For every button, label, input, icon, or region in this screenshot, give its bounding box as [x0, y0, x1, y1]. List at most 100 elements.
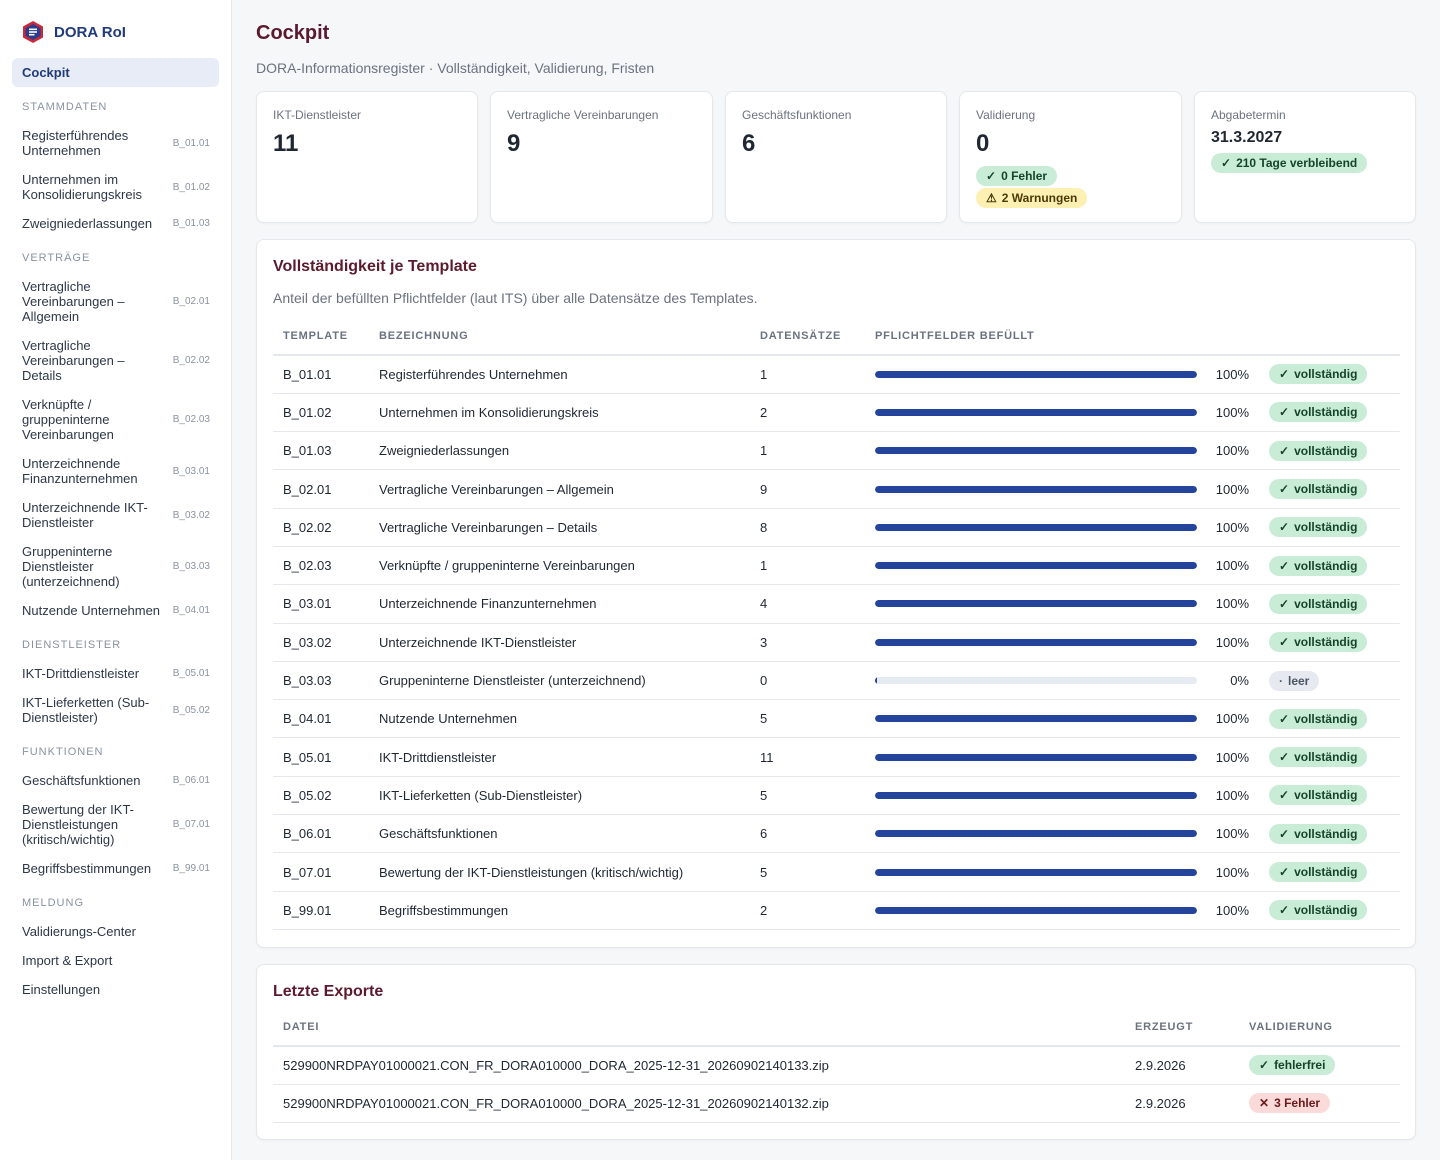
record-count: 9: [750, 469, 865, 509]
column-header-status: [1259, 318, 1400, 356]
errors-badge: ✓ 0 Fehler: [976, 166, 1058, 186]
table-row[interactable]: B_06.01 Geschäftsfunktionen 6 100% ✓ vollstän…: [273, 814, 1400, 854]
table-row[interactable]: B_01.02 Unternehmen im Konsolidierungskre…: [273, 393, 1400, 433]
sidebar-item-label: Einstellungen: [22, 982, 101, 997]
table-row[interactable]: B_02.03 Verknüpfte / gruppeninterne Verei…: [273, 546, 1400, 586]
sidebar-item-b0301[interactable]: Unterzeichnende Finanzunternehmen B_03.0…: [22, 456, 210, 486]
template-code: B_01.02: [273, 393, 369, 433]
sidebar-item-b0302[interactable]: Unterzeichnende IKT-Dienstleister B_03.0…: [22, 500, 210, 530]
export-file-name[interactable]: 529900NRDPAY01000021.CON_FR_DORA010000_D…: [273, 1046, 1125, 1085]
brand[interactable]: DORA RoI: [22, 20, 126, 44]
status-label: vollständig: [1294, 635, 1358, 650]
stat-card-validierung: Validierung 0 ✓ 0 Fehler ⚠ 2 Warnungen: [959, 91, 1182, 223]
status-label: vollständig: [1294, 520, 1358, 535]
progress-percent: 100%: [1215, 404, 1249, 420]
status-cell: ✓ vollständig: [1259, 623, 1400, 662]
sidebar-item-label: Gruppeninterne Dienstleister (unterzeich…: [22, 544, 120, 589]
sidebar-item-label: Validierungs-Center: [22, 924, 136, 939]
sidebar-item-b0501[interactable]: IKT-Drittdienstleister B_05.01: [22, 666, 210, 681]
completeness-title: Vollständigkeit je Template: [273, 258, 477, 275]
table-row[interactable]: B_01.01 Registerführendes Unternehmen 1 100…: [273, 355, 1400, 394]
sidebar-item-einstellungen[interactable]: Einstellungen: [22, 982, 210, 997]
table-row[interactable]: B_04.01 Nutzende Unternehmen 5 100% ✓ vollstä…: [273, 699, 1400, 739]
sidebar-item-b0102[interactable]: Unternehmen im Konsolidierungskreis B_01…: [22, 172, 210, 202]
sidebar-item-label: Unternehmen im Konsolidierungskreis: [22, 172, 142, 202]
sidebar: DORA RoI Cockpit STAMMDATEN Registerführ…: [0, 0, 232, 1160]
status-label: vollständig: [1294, 482, 1358, 497]
sidebar-item-b0502[interactable]: IKT-Lieferketten (Sub-Dienstleister) B_0…: [22, 695, 210, 725]
progress-bar: [875, 830, 1197, 838]
status-cell: ✓ vollständig: [1259, 891, 1400, 930]
export-file-name[interactable]: 529900NRDPAY01000021.CON_FR_DORA010000_D…: [273, 1084, 1125, 1124]
table-row[interactable]: B_03.01 Unterzeichnende Finanzunternehmen…: [273, 584, 1400, 624]
sidebar-section-title: DIENSTLEISTER: [22, 639, 122, 651]
status-label: vollständig: [1294, 596, 1358, 611]
status-badge: ✓ vollständig: [1269, 593, 1368, 614]
template-name: Unternehmen im Konsolidierungskreis: [369, 393, 750, 433]
check-icon: ✓: [986, 169, 997, 183]
progress-bar-fill: [875, 715, 1197, 723]
stat-card-funktionen: Geschäftsfunktionen 6: [725, 91, 947, 223]
progress-bar-fill: [875, 408, 1197, 416]
fill-progress: 100%: [865, 891, 1259, 930]
sidebar-item-b0203[interactable]: Verknüpfte / gruppeninterne Vereinbarung…: [22, 397, 210, 442]
sidebar-item-code: B_02.01: [172, 296, 210, 307]
template-name: Verknüpfte / gruppeninterne Vereinbarung…: [369, 546, 750, 586]
status-cell: ✓ vollständig: [1259, 584, 1400, 624]
sidebar-item-label: Import & Export: [22, 953, 113, 968]
template-code: B_04.01: [273, 699, 369, 739]
sidebar-item-b0401[interactable]: Nutzende Unternehmen B_04.01: [22, 603, 210, 618]
sidebar-item-validierungs-center[interactable]: Validierungs-Center: [22, 924, 210, 939]
table-row[interactable]: B_02.01 Vertragliche Vereinbarungen – All…: [273, 469, 1400, 509]
table-row[interactable]: B_01.03 Zweigniederlassungen 1 100% ✓ vollstä…: [273, 431, 1400, 471]
sidebar-item-b0201[interactable]: Vertragliche Vereinbarungen – Allgemein …: [22, 279, 210, 324]
template-code: B_07.01: [273, 852, 369, 892]
fill-progress: 100%: [865, 469, 1259, 509]
progress-bar-fill: [875, 523, 1197, 531]
sidebar-item-code: B_01.02: [172, 181, 210, 193]
completeness-table: TEMPLATE BEZEICHNUNG DATENSÄTZE PFLICHTF…: [273, 318, 1400, 930]
progress-bar: [875, 638, 1197, 646]
record-count: 8: [750, 508, 865, 547]
status-cell: ✓ vollständig: [1259, 814, 1400, 854]
progress-bar: [875, 370, 1197, 378]
table-row[interactable]: B_03.03 Gruppeninterne Dienstleister (unt…: [273, 661, 1400, 701]
sidebar-item-b0103[interactable]: Zweigniederlassungen B_01.03: [22, 216, 210, 231]
table-row[interactable]: B_05.02 IKT-Lieferketten (Sub-Dienstleist…: [273, 776, 1400, 816]
status-cell: ✓ vollständig: [1259, 508, 1400, 547]
sidebar-item-cockpit[interactable]: Cockpit: [12, 58, 219, 87]
record-count: 4: [750, 584, 865, 624]
sidebar-item-b0101[interactable]: Registerführendes Unternehmen B_01.01: [22, 128, 210, 158]
table-row[interactable]: 529900NRDPAY01000021.CON_FR_DORA010000_D…: [273, 1084, 1400, 1124]
table-row[interactable]: 529900NRDPAY01000021.CON_FR_DORA010000_D…: [273, 1046, 1400, 1085]
sidebar-item-b9901[interactable]: Begriffsbestimmungen B_99.01: [22, 861, 210, 876]
status-label: 3 Fehler: [1274, 1096, 1321, 1111]
status-badge: ✓ vollständig: [1269, 632, 1368, 653]
x-icon: ✕: [1259, 1096, 1270, 1111]
progress-percent: 100%: [1215, 864, 1249, 880]
table-row[interactable]: B_02.02 Vertragliche Vereinbarungen – Det…: [273, 508, 1400, 547]
sidebar-item-b0202[interactable]: Vertragliche Vereinbarungen – Details B_…: [22, 338, 210, 383]
template-name: Bewertung der IKT-Dienstleistungen (krit…: [369, 852, 750, 892]
status-badge: · leer: [1269, 670, 1320, 691]
status-badge: ✓ vollständig: [1269, 785, 1368, 806]
template-code: B_01.01: [273, 355, 369, 394]
table-row[interactable]: B_03.02 Unterzeichnende IKT-Dienstleister…: [273, 623, 1400, 662]
column-header-pflichtfelder: PFLICHTFELDER BEFÜLLT: [865, 318, 1259, 356]
status-badge: ✓ vollständig: [1269, 479, 1368, 500]
record-count: 1: [750, 355, 865, 394]
deadline-date: 31.3.2027: [1211, 129, 1283, 146]
progress-percent: 100%: [1215, 558, 1249, 574]
sidebar-item-b0601[interactable]: Geschäftsfunktionen B_06.01: [22, 773, 210, 788]
template-name: Unterzeichnende IKT-Dienstleister: [369, 623, 750, 662]
table-row[interactable]: B_05.01 IKT-Drittdienstleister 11 100% ✓ voll…: [273, 737, 1400, 777]
sidebar-item-import-export[interactable]: Import & Export: [22, 953, 210, 968]
check-icon: ✓: [1259, 1058, 1270, 1073]
sidebar-item-b0303[interactable]: Gruppeninterne Dienstleister (unterzeich…: [22, 544, 210, 589]
table-row[interactable]: B_07.01 Bewertung der IKT-Dienstleistunge…: [273, 852, 1400, 892]
sidebar-item-b0701[interactable]: Bewertung der IKT-Dienstleistungen (krit…: [22, 802, 210, 847]
table-row[interactable]: B_99.01 Begriffsbestimmungen 2 100% ✓ vollstä…: [273, 891, 1400, 930]
errors-badge-label: 0 Fehler: [1001, 169, 1048, 183]
status-badge: ✓ vollständig: [1269, 517, 1368, 538]
warning-icon: ⚠: [986, 191, 997, 205]
